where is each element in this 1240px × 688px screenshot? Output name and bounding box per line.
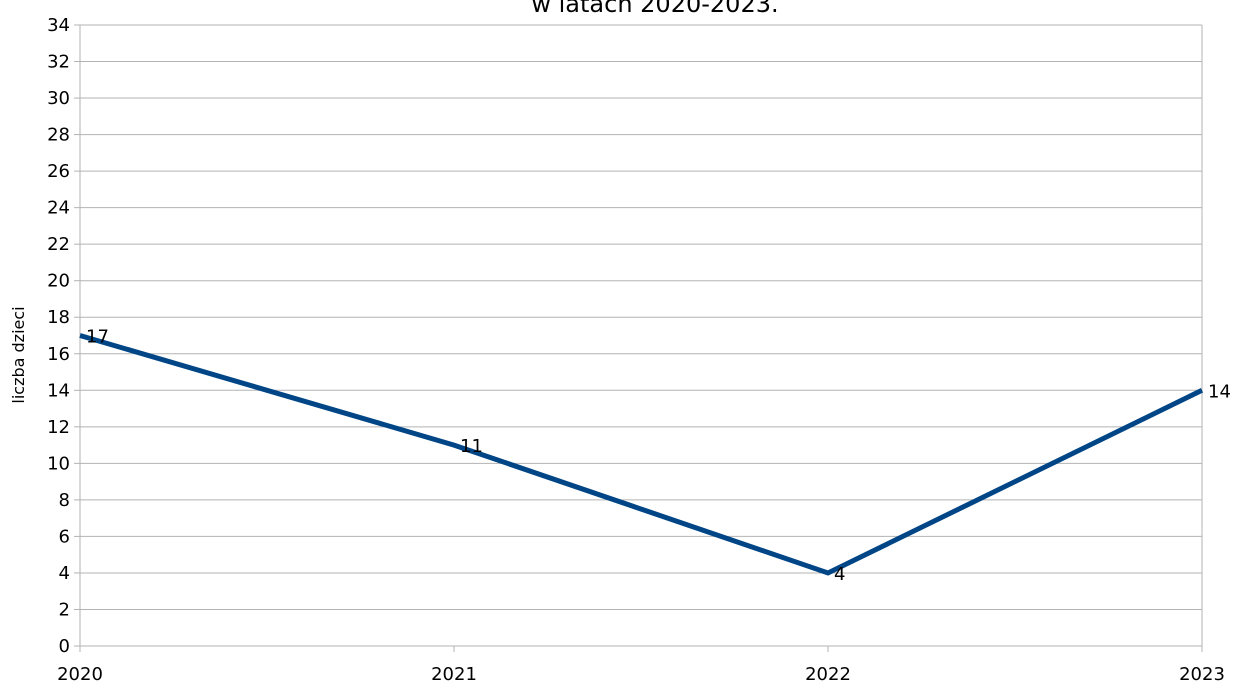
y-tick-label: 24	[47, 198, 70, 219]
line	[79, 333, 1204, 576]
data-label: 11	[460, 436, 483, 457]
y-axis-label: liczba dzieci	[9, 306, 28, 403]
y-tick-label: 12	[47, 417, 70, 438]
y-tick-label: 10	[47, 453, 70, 474]
x-tick-label: 2023	[1179, 664, 1225, 685]
y-tick-label: 0	[59, 636, 70, 657]
y-tick-label: 22	[47, 234, 70, 255]
data-label: 14	[1208, 381, 1231, 402]
x-tick-label: 2020	[57, 664, 103, 685]
y-tick-label: 18	[47, 307, 70, 328]
data-label: 4	[834, 564, 845, 585]
y-tick-label: 30	[47, 88, 70, 109]
x-tick-label: 2022	[805, 664, 851, 685]
y-tick-label: 4	[59, 563, 70, 584]
y-tick-label: 28	[47, 125, 70, 146]
chart-title: w latach 2020-2023.	[531, 0, 778, 18]
y-tick-label: 14	[47, 380, 70, 401]
y-tick-label: 8	[59, 490, 70, 511]
data-label: 17	[86, 327, 109, 348]
y-tick-label: 16	[47, 344, 70, 365]
x-tick-label: 2021	[431, 664, 477, 685]
y-tick-label: 26	[47, 161, 70, 182]
y-tick-label: 6	[59, 526, 70, 547]
y-tick-label: 34	[47, 15, 70, 36]
y-tick-label: 32	[47, 52, 70, 73]
y-tick-label: 20	[47, 271, 70, 292]
y-tick-label: 2	[59, 599, 70, 620]
